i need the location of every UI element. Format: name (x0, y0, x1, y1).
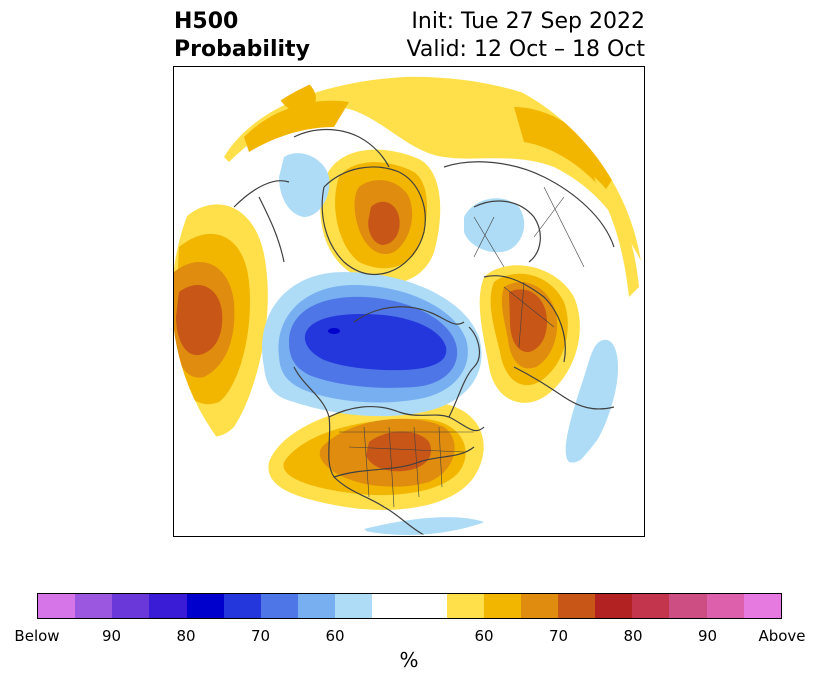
colorbar-segment (372, 594, 447, 618)
title-left: H500 Probability (174, 8, 310, 64)
colorbar-segment (743, 594, 781, 618)
anomaly-above-pacific (174, 204, 268, 437)
colorbar-segment (223, 594, 261, 618)
colorbar-segment (706, 594, 744, 618)
colorbar-segment (557, 594, 596, 618)
anomaly-above-north-america (268, 401, 484, 510)
colorbar-segment (149, 594, 187, 618)
anomaly-above-arctic (320, 149, 441, 284)
colorbar-segment (112, 594, 150, 618)
political-borders (339, 186, 585, 508)
colorbar-tick-label: 80 (176, 627, 196, 645)
anomaly-above-north-rim (224, 67, 644, 298)
anomaly-below-atlantic (565, 339, 619, 463)
colorbar-tick-label: 90 (697, 627, 718, 645)
anomaly-below-siberia (464, 198, 525, 253)
colorbar (37, 593, 782, 619)
probability-map (174, 67, 644, 535)
colorbar-tick-label: Below (14, 627, 60, 645)
title-variable: H500 (174, 9, 239, 34)
map-panel (173, 66, 645, 537)
colorbar-tick-label: Above (758, 627, 806, 645)
anomaly-below-canada (262, 272, 482, 417)
colorbar-tick-label: 90 (101, 627, 122, 645)
title-right: Init: Tue 27 Sep 2022 Valid: 12 Oct – 18… (407, 8, 645, 64)
colorbar-segment (75, 594, 113, 618)
colorbar-segment (186, 594, 224, 618)
colorbar-segment (520, 594, 558, 618)
colorbar-segment (38, 594, 76, 618)
title-type: Probability (174, 37, 310, 62)
colorbar-segment (335, 594, 373, 618)
colorbar-tick-label: 70 (548, 627, 569, 645)
colorbar-segment (595, 594, 633, 618)
colorbar-segment (260, 594, 298, 618)
colorbar-tick-label: 60 (325, 627, 345, 645)
anomaly-below-alaska (279, 153, 330, 217)
colorbar-segment (446, 594, 484, 618)
colorbar-tick-label: 60 (474, 627, 494, 645)
colorbar-segment (669, 594, 707, 618)
valid-range: Valid: 12 Oct – 18 Oct (406, 37, 645, 62)
colorbar-tick-label: 70 (250, 627, 271, 645)
colorbar-segment (483, 594, 521, 618)
colorbar-segment (632, 594, 670, 618)
colorbar-tick-label: 80 (623, 627, 643, 645)
colorbar-label: % (399, 648, 419, 672)
colorbar-segment (297, 594, 336, 618)
init-date: Init: Tue 27 Sep 2022 (411, 9, 645, 34)
